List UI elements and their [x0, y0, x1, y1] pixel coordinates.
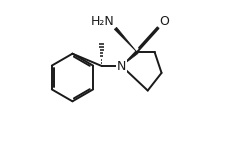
Text: H₂N: H₂N	[91, 15, 115, 28]
Text: N: N	[117, 60, 126, 73]
Polygon shape	[114, 27, 137, 52]
Polygon shape	[122, 51, 138, 66]
Text: O: O	[160, 15, 170, 28]
